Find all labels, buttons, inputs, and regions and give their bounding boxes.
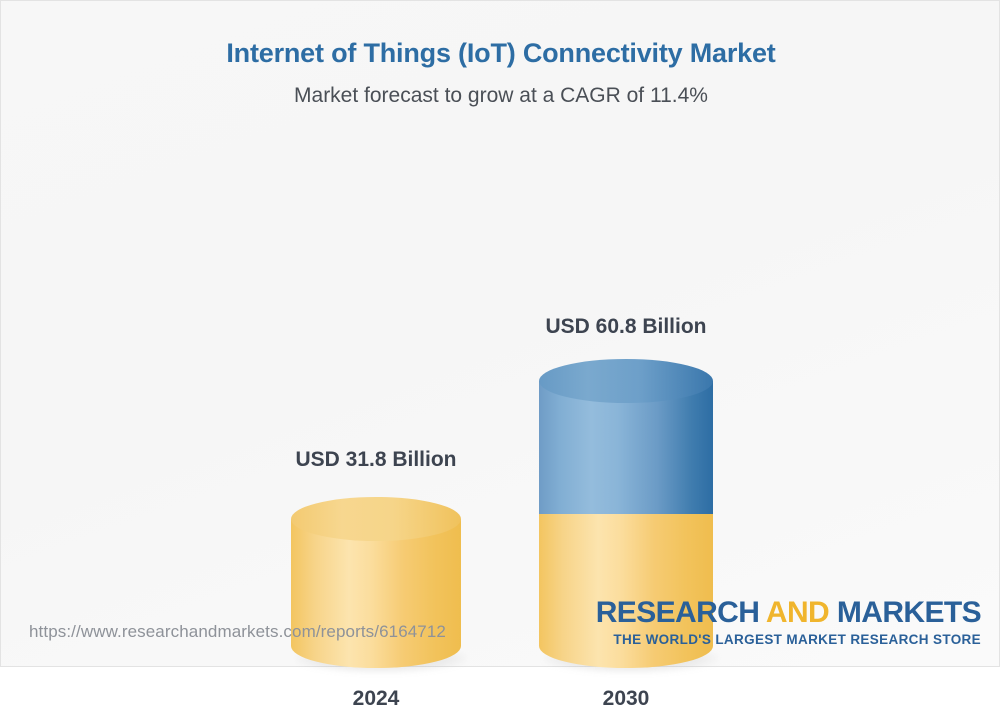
logo-word-research: RESEARCH [595,595,766,629]
category-label-2030: 2030 [602,687,650,710]
cylinder-top-ellipse-2030 [539,359,713,403]
chart-subtitle: Market forecast to grow at a CAGR of 11.… [294,84,708,108]
bar-group-2030: USD 60.8 Billion 2030 [539,156,719,710]
logo-tagline: THE WORLD'S LARGEST MARKET RESEARCH STOR… [613,631,981,647]
logo-word-and: AND [765,595,830,629]
cylinder-top-ellipse-2024 [291,497,461,541]
cylinder-2024[interactable] [291,497,467,674]
source-url[interactable]: https://www.researchandmarkets.com/repor… [29,622,446,641]
value-label-2030: USD 60.8 Billion [545,315,707,338]
category-label-2024: 2024 [352,687,400,710]
value-label-2024: USD 31.8 Billion [295,448,457,471]
logo-word-markets: MARKETS [829,595,982,629]
brand-logo[interactable]: RESEARCH AND MARKETS THE WORLD'S LARGEST… [595,595,982,647]
logo-wordmark: RESEARCH AND MARKETS [595,595,982,629]
bar-group-2024: USD 31.8 Billion 2024 [291,156,467,710]
chart-header: Internet of Things (IoT) Connectivity Ma… [1,37,1000,109]
page-title: Internet of Things (IoT) Connectivity Ma… [226,38,776,68]
cylinder-body-blue-2030 [539,381,713,514]
cylinder-2030[interactable] [539,359,719,674]
cylinder-body-gold-2024 [291,519,461,668]
